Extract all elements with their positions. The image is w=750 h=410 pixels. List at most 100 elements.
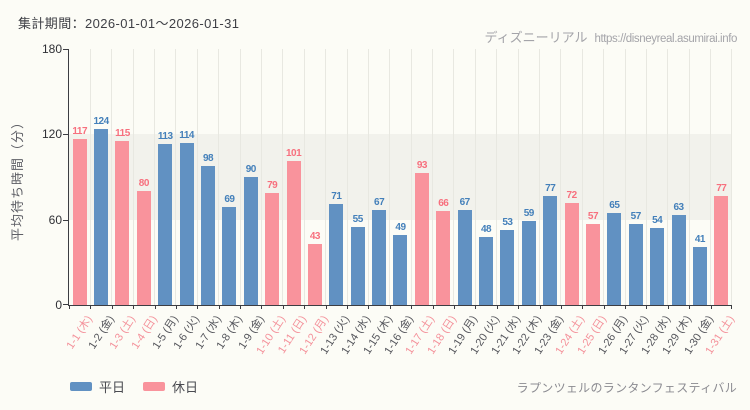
bar-weekday bbox=[543, 195, 558, 305]
bar-weekday bbox=[158, 144, 173, 305]
bar-column: 65 bbox=[604, 49, 625, 305]
bar-column: 67 bbox=[454, 49, 475, 305]
bar-column: 114 bbox=[176, 49, 197, 305]
gridline bbox=[175, 49, 177, 305]
bar-weekday bbox=[628, 223, 643, 305]
bar-value-label: 43 bbox=[309, 230, 321, 242]
gridline bbox=[731, 49, 732, 305]
gridline bbox=[196, 49, 198, 305]
y-axis-tick-labels: 0 60 120 180 bbox=[0, 42, 62, 312]
bar-value-label: 53 bbox=[502, 216, 513, 228]
x-axis-tick bbox=[560, 305, 562, 309]
bar-value-label: 77 bbox=[716, 182, 727, 194]
bar-value-label: 66 bbox=[438, 198, 449, 210]
gridline bbox=[89, 49, 91, 305]
legend-item-weekday[interactable]: 平日 bbox=[70, 377, 125, 396]
x-axis-tick bbox=[240, 305, 242, 309]
x-axis-tick bbox=[175, 305, 177, 309]
bar-column: 80 bbox=[133, 49, 154, 305]
x-axis-tick bbox=[518, 305, 520, 309]
bar-value-label: 57 bbox=[587, 210, 599, 222]
bar-holiday bbox=[136, 191, 151, 305]
bar-value-label: 57 bbox=[630, 210, 642, 222]
gridline bbox=[710, 49, 712, 305]
bar-column: 71 bbox=[326, 49, 347, 305]
bar-weekday bbox=[243, 177, 258, 305]
gridline bbox=[645, 49, 647, 305]
bar-value-label: 63 bbox=[673, 202, 684, 214]
bar-column: 117 bbox=[69, 49, 90, 305]
gridline bbox=[303, 49, 305, 305]
gridline bbox=[560, 49, 562, 305]
x-axis-tick bbox=[432, 305, 434, 309]
x-axis-tick bbox=[347, 305, 349, 309]
bar-weekday bbox=[457, 209, 472, 305]
bar-holiday bbox=[72, 138, 87, 305]
gridline bbox=[111, 49, 113, 305]
y-axis-tick bbox=[63, 49, 68, 50]
bar-value-label: 67 bbox=[374, 196, 385, 208]
watermark: ディズニーリアル https://disneyreal.asumirai.info bbox=[485, 27, 738, 47]
plot-band-60-120 bbox=[69, 134, 732, 220]
bar-column: 124 bbox=[90, 49, 111, 305]
bar-value-label: 124 bbox=[93, 115, 109, 127]
x-axis-tick bbox=[453, 305, 455, 309]
x-axis-tick bbox=[582, 305, 584, 309]
bar-column: 57 bbox=[582, 49, 603, 305]
bar-column: 67 bbox=[368, 49, 389, 305]
bar-value-label: 69 bbox=[224, 193, 235, 205]
gridline bbox=[367, 49, 369, 305]
gridline bbox=[410, 49, 412, 305]
bar-weekday bbox=[393, 235, 408, 305]
y-tick-label: 180 bbox=[41, 42, 62, 56]
chart-plot-area: 117 124 115 80 113 114 98 69 90 79 101 43 71 55 67 49 93… bbox=[63, 49, 737, 357]
gridline bbox=[282, 49, 284, 305]
x-axis-tick bbox=[218, 305, 220, 309]
bar-column: 49 bbox=[390, 49, 411, 305]
gridline bbox=[539, 49, 541, 305]
bar-column: 113 bbox=[155, 49, 176, 305]
bar-value-label: 101 bbox=[285, 148, 302, 160]
bar-holiday bbox=[414, 172, 429, 305]
x-axis-tick bbox=[496, 305, 498, 309]
bar-weekday bbox=[521, 221, 536, 305]
bar-column: 63 bbox=[668, 49, 689, 305]
x-axis-tick bbox=[325, 305, 327, 309]
bar-weekday bbox=[671, 215, 686, 305]
bar-value-label: 115 bbox=[115, 128, 130, 140]
x-axis-tick bbox=[539, 305, 541, 309]
bar-weekday bbox=[94, 128, 109, 305]
bar-column: 59 bbox=[518, 49, 539, 305]
x-axis-tick bbox=[368, 305, 370, 309]
bar-column: 90 bbox=[240, 49, 261, 305]
legend: 平日 休日 bbox=[70, 377, 198, 396]
bar-column: 55 bbox=[347, 49, 368, 305]
bar-weekday bbox=[372, 209, 387, 305]
bar-value-label: 71 bbox=[331, 191, 342, 202]
y-tick-label: 60 bbox=[48, 212, 62, 227]
bar-column: 53 bbox=[497, 49, 518, 305]
gridline bbox=[239, 49, 241, 305]
x-axis-tick bbox=[304, 305, 306, 309]
y-tick-label: 120 bbox=[41, 127, 62, 142]
gridline bbox=[667, 49, 669, 305]
x-axis-tick bbox=[475, 305, 477, 309]
x-axis-tick bbox=[197, 305, 199, 309]
bar-holiday bbox=[585, 223, 600, 305]
x-axis-tick bbox=[389, 305, 391, 309]
bar-column: 93 bbox=[411, 49, 432, 305]
gridline bbox=[218, 49, 220, 305]
legend-item-holiday[interactable]: 休日 bbox=[143, 377, 198, 396]
bar-holiday bbox=[286, 161, 301, 305]
bar-column: 98 bbox=[197, 49, 218, 305]
bar-weekday bbox=[179, 142, 194, 305]
bar-column: 79 bbox=[261, 49, 282, 305]
bar-value-label: 93 bbox=[416, 159, 428, 171]
bar-value-label: 54 bbox=[652, 215, 663, 227]
bar-column: 101 bbox=[283, 49, 304, 305]
gridline bbox=[517, 49, 519, 305]
gridline bbox=[453, 49, 455, 305]
x-axis-tick bbox=[603, 305, 605, 309]
bar-holiday bbox=[564, 202, 579, 305]
